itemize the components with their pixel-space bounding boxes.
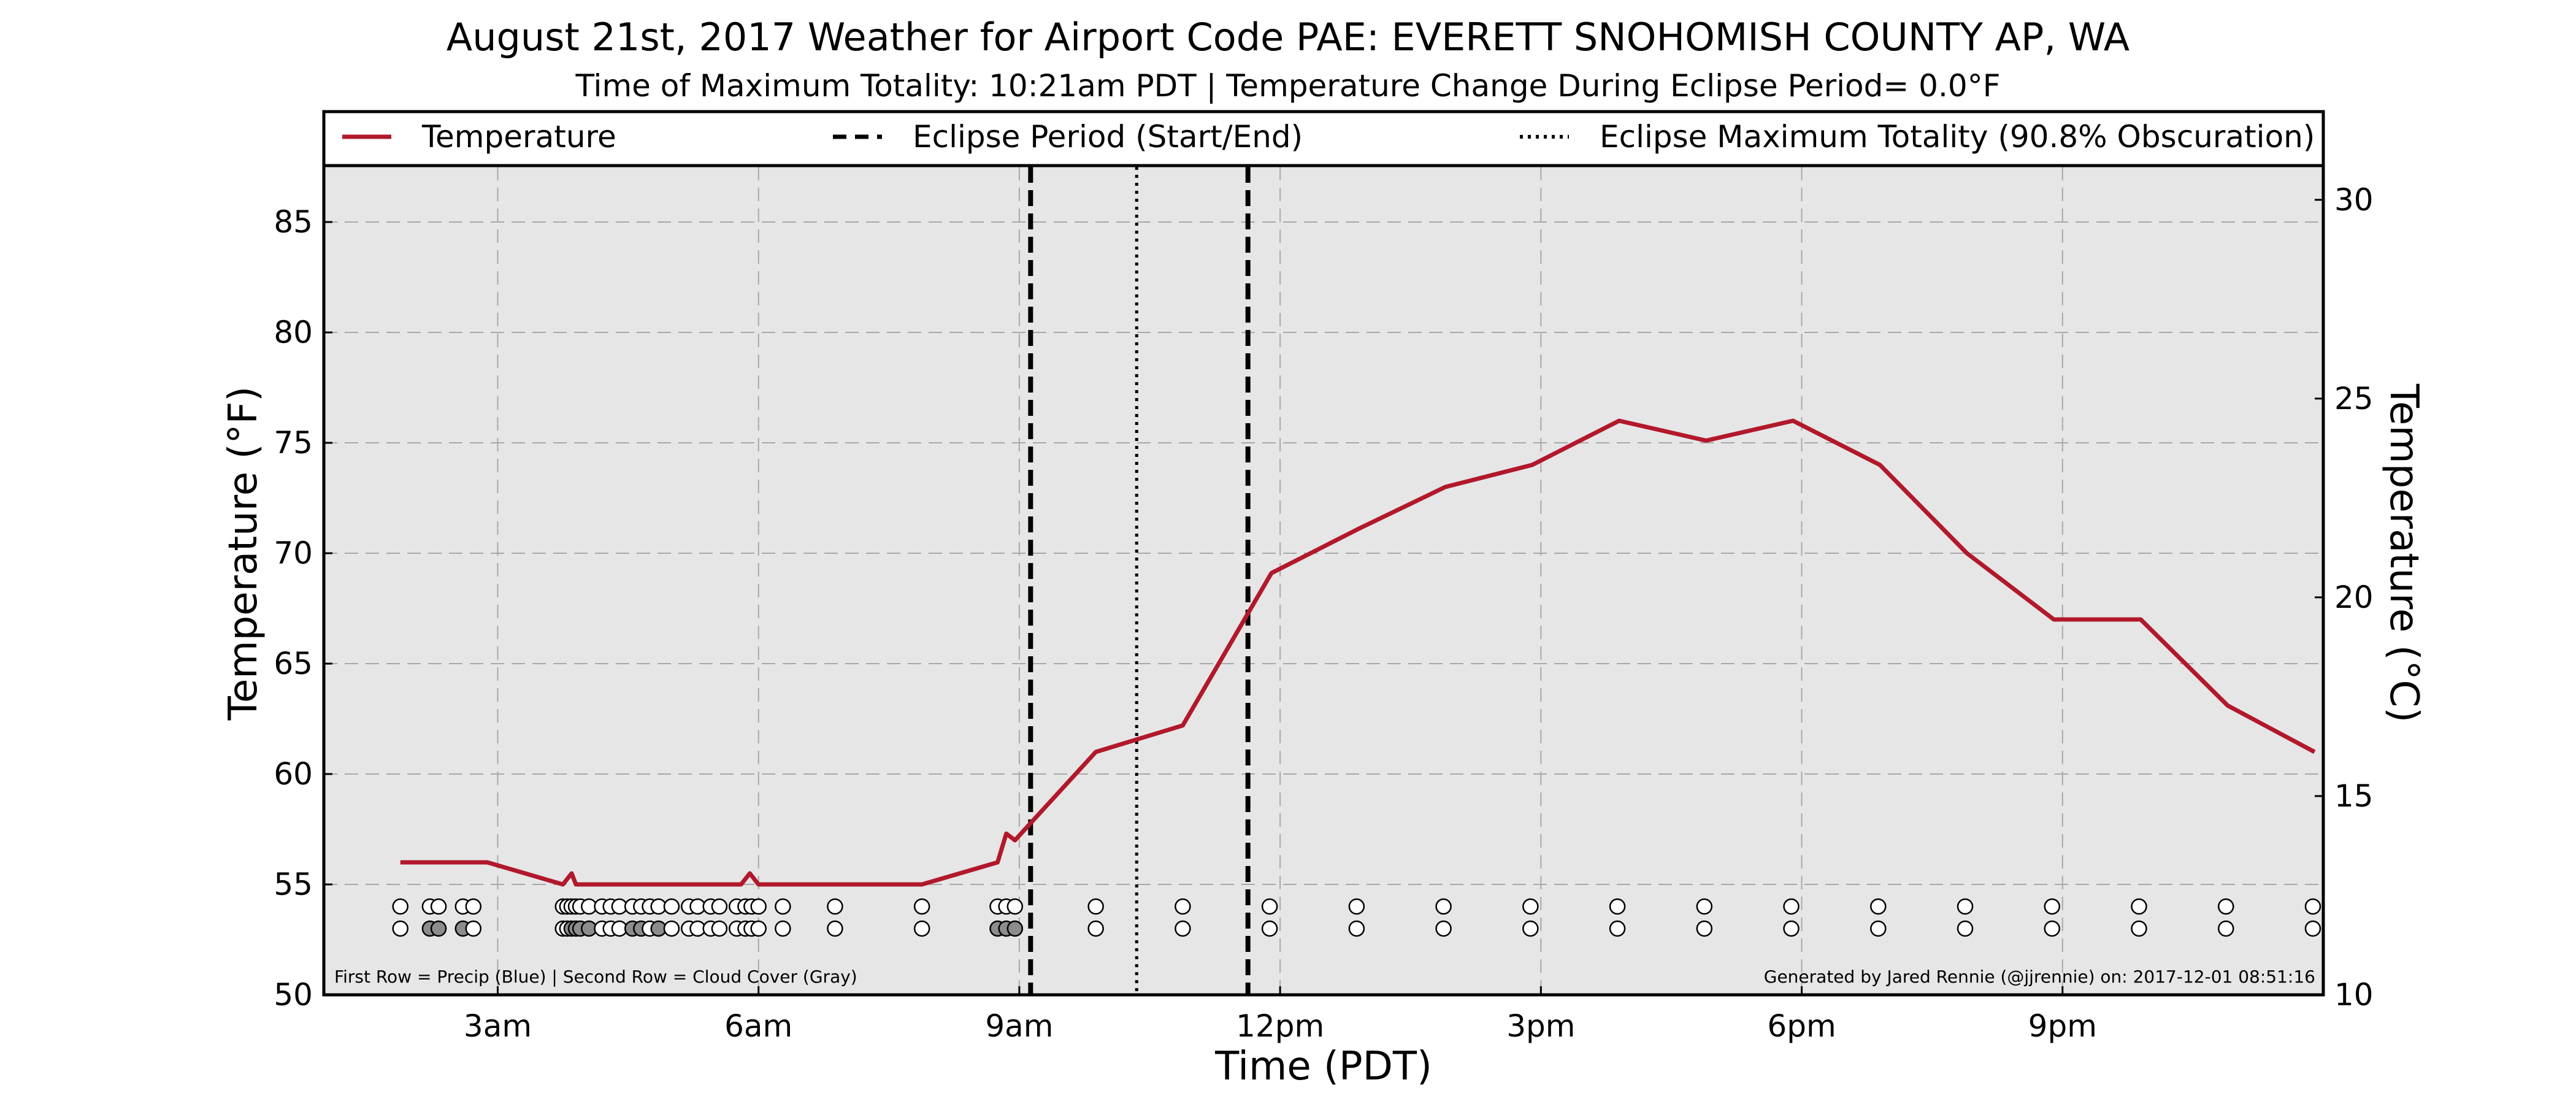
temperature-line [400,418,2316,887]
precip-marker [2218,898,2234,915]
precip-marker [1957,898,1974,915]
chart-subtitle: Time of Maximum Totality: 10:21am PDT | … [575,68,2001,104]
eclipse-markers [1028,167,1251,995]
y-axis-label-right: Temperature (°C) [2381,383,2426,723]
y-tick-label: 85 [274,204,313,240]
temperature-series [400,418,2316,887]
cloud-cover-marker [1522,920,1539,937]
cloud-cover-marker [1435,920,1452,937]
x-tick-label: 3pm [1506,1008,1575,1044]
precip-marker [827,898,843,915]
cloud-cover-marker [775,920,791,937]
precip-marker [1006,898,1024,915]
precip-marker [775,898,791,915]
cloud-cover-marker [1783,920,1800,937]
legend-temperature-label: Temperature [421,119,616,155]
observation-markers [392,898,2321,937]
precip-marker [1609,898,1626,915]
cloud-cover-marker [1870,920,1887,937]
cloud-cover-marker [2218,920,2234,937]
y-right-tick-label: 10 [2334,977,2374,1013]
y-tick-label: 65 [274,646,313,681]
precip-marker [1783,898,1800,915]
precip-marker [1435,898,1452,915]
cloud-cover-marker [1261,920,1278,937]
legend-eclipse-period-label: Eclipse Period (Start/End) [913,119,1303,155]
cloud-cover-marker [1006,920,1024,937]
cloud-cover-marker [392,920,408,937]
x-tick-label: 12pm [1236,1008,1324,1044]
cloud-cover-marker [1175,920,1191,937]
cloud-cover-marker [1957,920,1974,937]
precip-marker [913,898,930,915]
precip-marker [1261,898,1278,915]
y-tick-label: 55 [274,867,313,902]
cloud-cover-marker [711,920,728,937]
grid-lines [324,167,2323,995]
precip-marker [465,898,482,915]
precip-marker [2044,898,2061,915]
x-axis-label: Time (PDT) [1214,1044,1432,1089]
y-axis-label-left: Temperature (°F) [221,386,266,721]
x-tick-label: 3am [464,1008,532,1044]
precip-marker [663,898,680,915]
cloud-cover-marker [2044,920,2061,937]
chart-title: August 21st, 2017 Weather for Airport Co… [447,15,2129,59]
cloud-cover-marker [663,920,680,937]
cloud-cover-marker [750,920,767,937]
precip-marker [1696,898,1713,915]
y-tick-label: 60 [274,756,313,792]
footer-note-right: Generated by Jared Rennie (@jjrennie) on… [1764,967,2315,987]
y-right-tick-label: 30 [2334,182,2374,218]
cloud-cover-marker [913,920,930,937]
cloud-cover-marker [827,920,843,937]
precip-marker [1522,898,1539,915]
cloud-cover-marker [465,920,482,937]
footer-note-left: First Row = Precip (Blue) | Second Row =… [334,967,857,987]
plot-area [324,167,2323,995]
legend: Temperature Eclipse Period (Start/End) E… [342,119,2315,155]
x-tick-label: 6pm [1767,1008,1836,1044]
cloud-cover-marker [1609,920,1626,937]
y-tick-label: 80 [274,315,313,350]
y-axis-right-ticks: 10 15 20 25 30 [2315,182,2374,1013]
precip-marker [430,898,447,915]
y-right-tick-label: 20 [2334,580,2374,615]
cloud-cover-marker [430,920,447,937]
precip-marker [2131,898,2147,915]
cloud-cover-marker [1087,920,1104,937]
x-tick-label: 9am [985,1008,1053,1044]
precip-marker [750,898,767,915]
y-axis-left-ticks: 50 55 60 65 70 75 80 85 [274,204,332,1013]
x-axis-ticks: 3am 6am 9am 12pm 3pm 6pm 9pm [464,986,2097,1044]
y-tick-label: 50 [274,977,313,1013]
y-right-tick-label: 15 [2334,778,2374,814]
y-right-tick-label: 25 [2334,381,2374,416]
precip-marker [392,898,408,915]
x-tick-label: 9pm [2028,1008,2097,1044]
x-tick-label: 6am [724,1008,792,1044]
precip-marker [1348,898,1365,915]
y-tick-label: 70 [274,535,313,571]
cloud-cover-marker [1348,920,1365,937]
precip-marker [711,898,728,915]
cloud-cover-marker [1696,920,1713,937]
precip-marker [1175,898,1191,915]
legend-max-totality-label: Eclipse Maximum Totality (90.8% Obscurat… [1600,119,2315,155]
cloud-cover-marker [2131,920,2147,937]
precip-marker [1870,898,1887,915]
precip-marker [1087,898,1104,915]
y-tick-label: 75 [274,425,313,461]
precip-marker [2304,898,2321,915]
cloud-cover-marker [2304,920,2321,937]
